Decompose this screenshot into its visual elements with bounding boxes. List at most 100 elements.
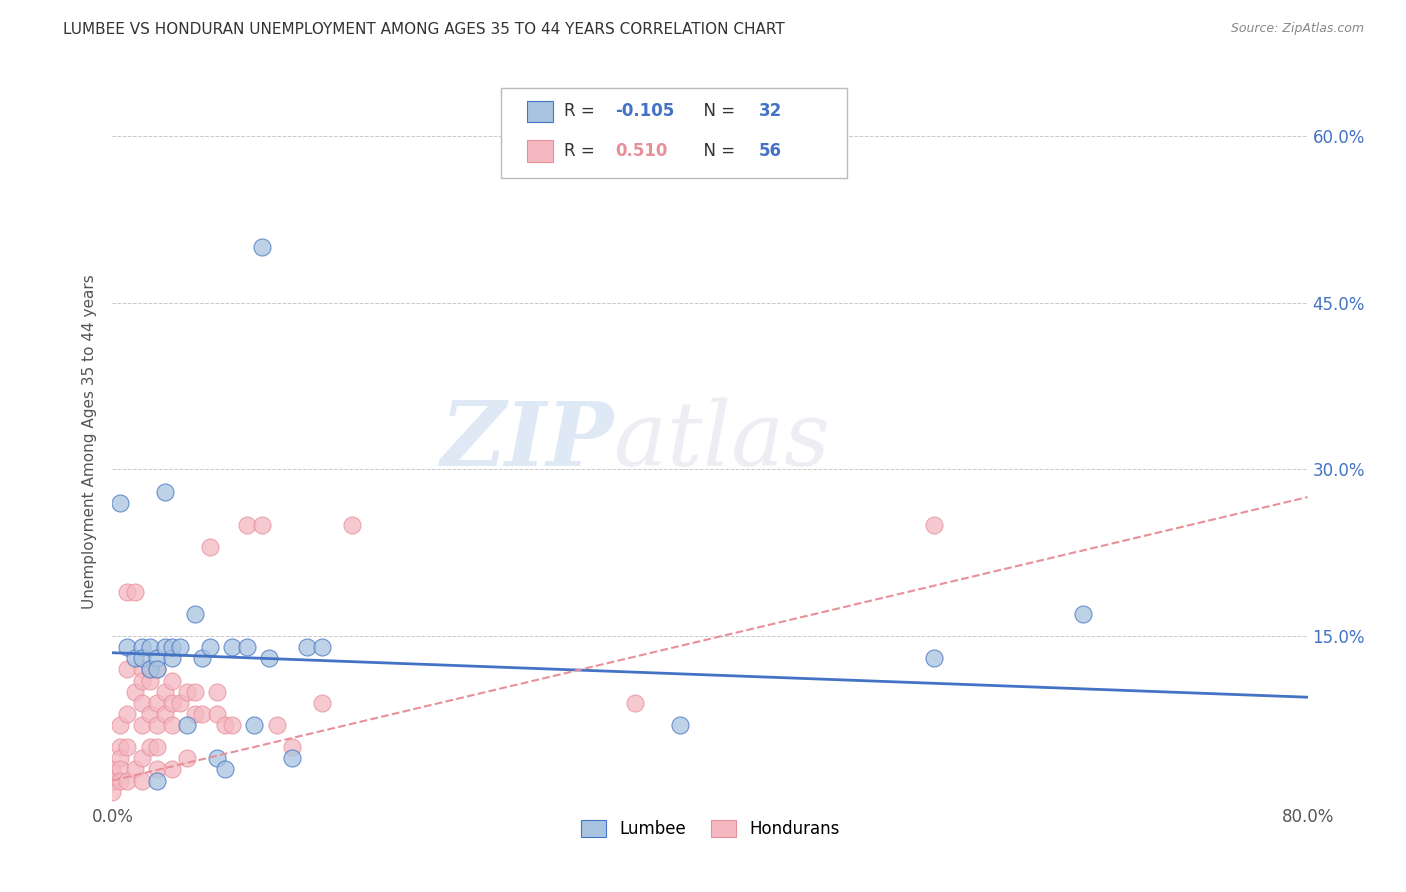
Point xyxy=(176,751,198,765)
Point xyxy=(162,763,183,777)
Point xyxy=(108,763,131,777)
Point xyxy=(131,673,153,688)
Point xyxy=(131,662,153,676)
Text: 56: 56 xyxy=(759,142,782,160)
Point xyxy=(281,740,304,755)
Point xyxy=(101,763,124,777)
Point xyxy=(117,740,139,755)
Point xyxy=(295,640,318,655)
Point xyxy=(124,763,146,777)
Point xyxy=(124,584,146,599)
Text: atlas: atlas xyxy=(614,398,830,485)
FancyBboxPatch shape xyxy=(501,87,848,178)
Point xyxy=(176,684,198,698)
Point xyxy=(205,751,228,765)
Point xyxy=(191,706,214,721)
Point xyxy=(101,773,124,788)
Point xyxy=(146,662,169,676)
Point xyxy=(153,684,176,698)
Point xyxy=(117,584,139,599)
Point xyxy=(117,640,139,655)
Point xyxy=(131,718,153,732)
Point xyxy=(139,640,162,655)
Point xyxy=(131,651,153,665)
Point xyxy=(139,662,162,676)
Point xyxy=(131,640,153,655)
Point xyxy=(311,640,333,655)
Text: 0.510: 0.510 xyxy=(616,142,668,160)
Point xyxy=(124,684,146,698)
Text: -0.105: -0.105 xyxy=(616,103,675,120)
Point xyxy=(108,773,131,788)
Point xyxy=(146,740,169,755)
Point xyxy=(131,751,153,765)
Point xyxy=(1073,607,1095,621)
Point xyxy=(108,496,131,510)
Point xyxy=(183,684,205,698)
Point xyxy=(236,640,259,655)
Point xyxy=(624,696,647,710)
Point xyxy=(183,607,205,621)
Point xyxy=(131,773,153,788)
Point xyxy=(162,673,183,688)
Point xyxy=(922,517,945,532)
Point xyxy=(340,517,363,532)
Point xyxy=(281,751,304,765)
Point xyxy=(108,718,131,732)
Point xyxy=(101,785,124,799)
Point xyxy=(214,763,236,777)
Point xyxy=(153,706,176,721)
FancyBboxPatch shape xyxy=(527,140,554,162)
Text: N =: N = xyxy=(693,142,741,160)
Point xyxy=(198,540,221,554)
Text: 32: 32 xyxy=(759,103,782,120)
Point xyxy=(214,718,236,732)
Point xyxy=(162,718,183,732)
Text: R =: R = xyxy=(564,142,606,160)
Point xyxy=(176,718,198,732)
Point xyxy=(169,640,191,655)
Point xyxy=(259,651,281,665)
Y-axis label: Unemployment Among Ages 35 to 44 years: Unemployment Among Ages 35 to 44 years xyxy=(82,274,97,609)
Point xyxy=(266,718,288,732)
Point xyxy=(139,706,162,721)
Point xyxy=(198,640,221,655)
FancyBboxPatch shape xyxy=(527,101,554,122)
Point xyxy=(205,706,228,721)
Point xyxy=(146,662,169,676)
Point xyxy=(146,696,169,710)
Point xyxy=(146,651,169,665)
Point xyxy=(221,640,243,655)
Point xyxy=(191,651,214,665)
Text: N =: N = xyxy=(693,103,741,120)
Point xyxy=(117,773,139,788)
Point xyxy=(153,640,176,655)
Point xyxy=(236,517,259,532)
Text: R =: R = xyxy=(564,103,600,120)
Point xyxy=(146,773,169,788)
Point xyxy=(162,640,183,655)
Point xyxy=(162,651,183,665)
Point xyxy=(311,696,333,710)
Point xyxy=(183,706,205,721)
Point xyxy=(146,718,169,732)
Point xyxy=(162,696,183,710)
Point xyxy=(139,662,162,676)
Point xyxy=(108,751,131,765)
Point xyxy=(922,651,945,665)
Point xyxy=(169,696,191,710)
Point xyxy=(153,484,176,499)
Point xyxy=(117,706,139,721)
Point xyxy=(139,673,162,688)
Text: Source: ZipAtlas.com: Source: ZipAtlas.com xyxy=(1230,22,1364,36)
Point xyxy=(117,662,139,676)
Point xyxy=(146,763,169,777)
Point xyxy=(139,740,162,755)
Point xyxy=(124,651,146,665)
Point xyxy=(243,718,266,732)
Point xyxy=(205,684,228,698)
Text: LUMBEE VS HONDURAN UNEMPLOYMENT AMONG AGES 35 TO 44 YEARS CORRELATION CHART: LUMBEE VS HONDURAN UNEMPLOYMENT AMONG AG… xyxy=(63,22,785,37)
Point xyxy=(250,240,273,254)
Text: ZIP: ZIP xyxy=(441,399,614,484)
Point xyxy=(131,696,153,710)
